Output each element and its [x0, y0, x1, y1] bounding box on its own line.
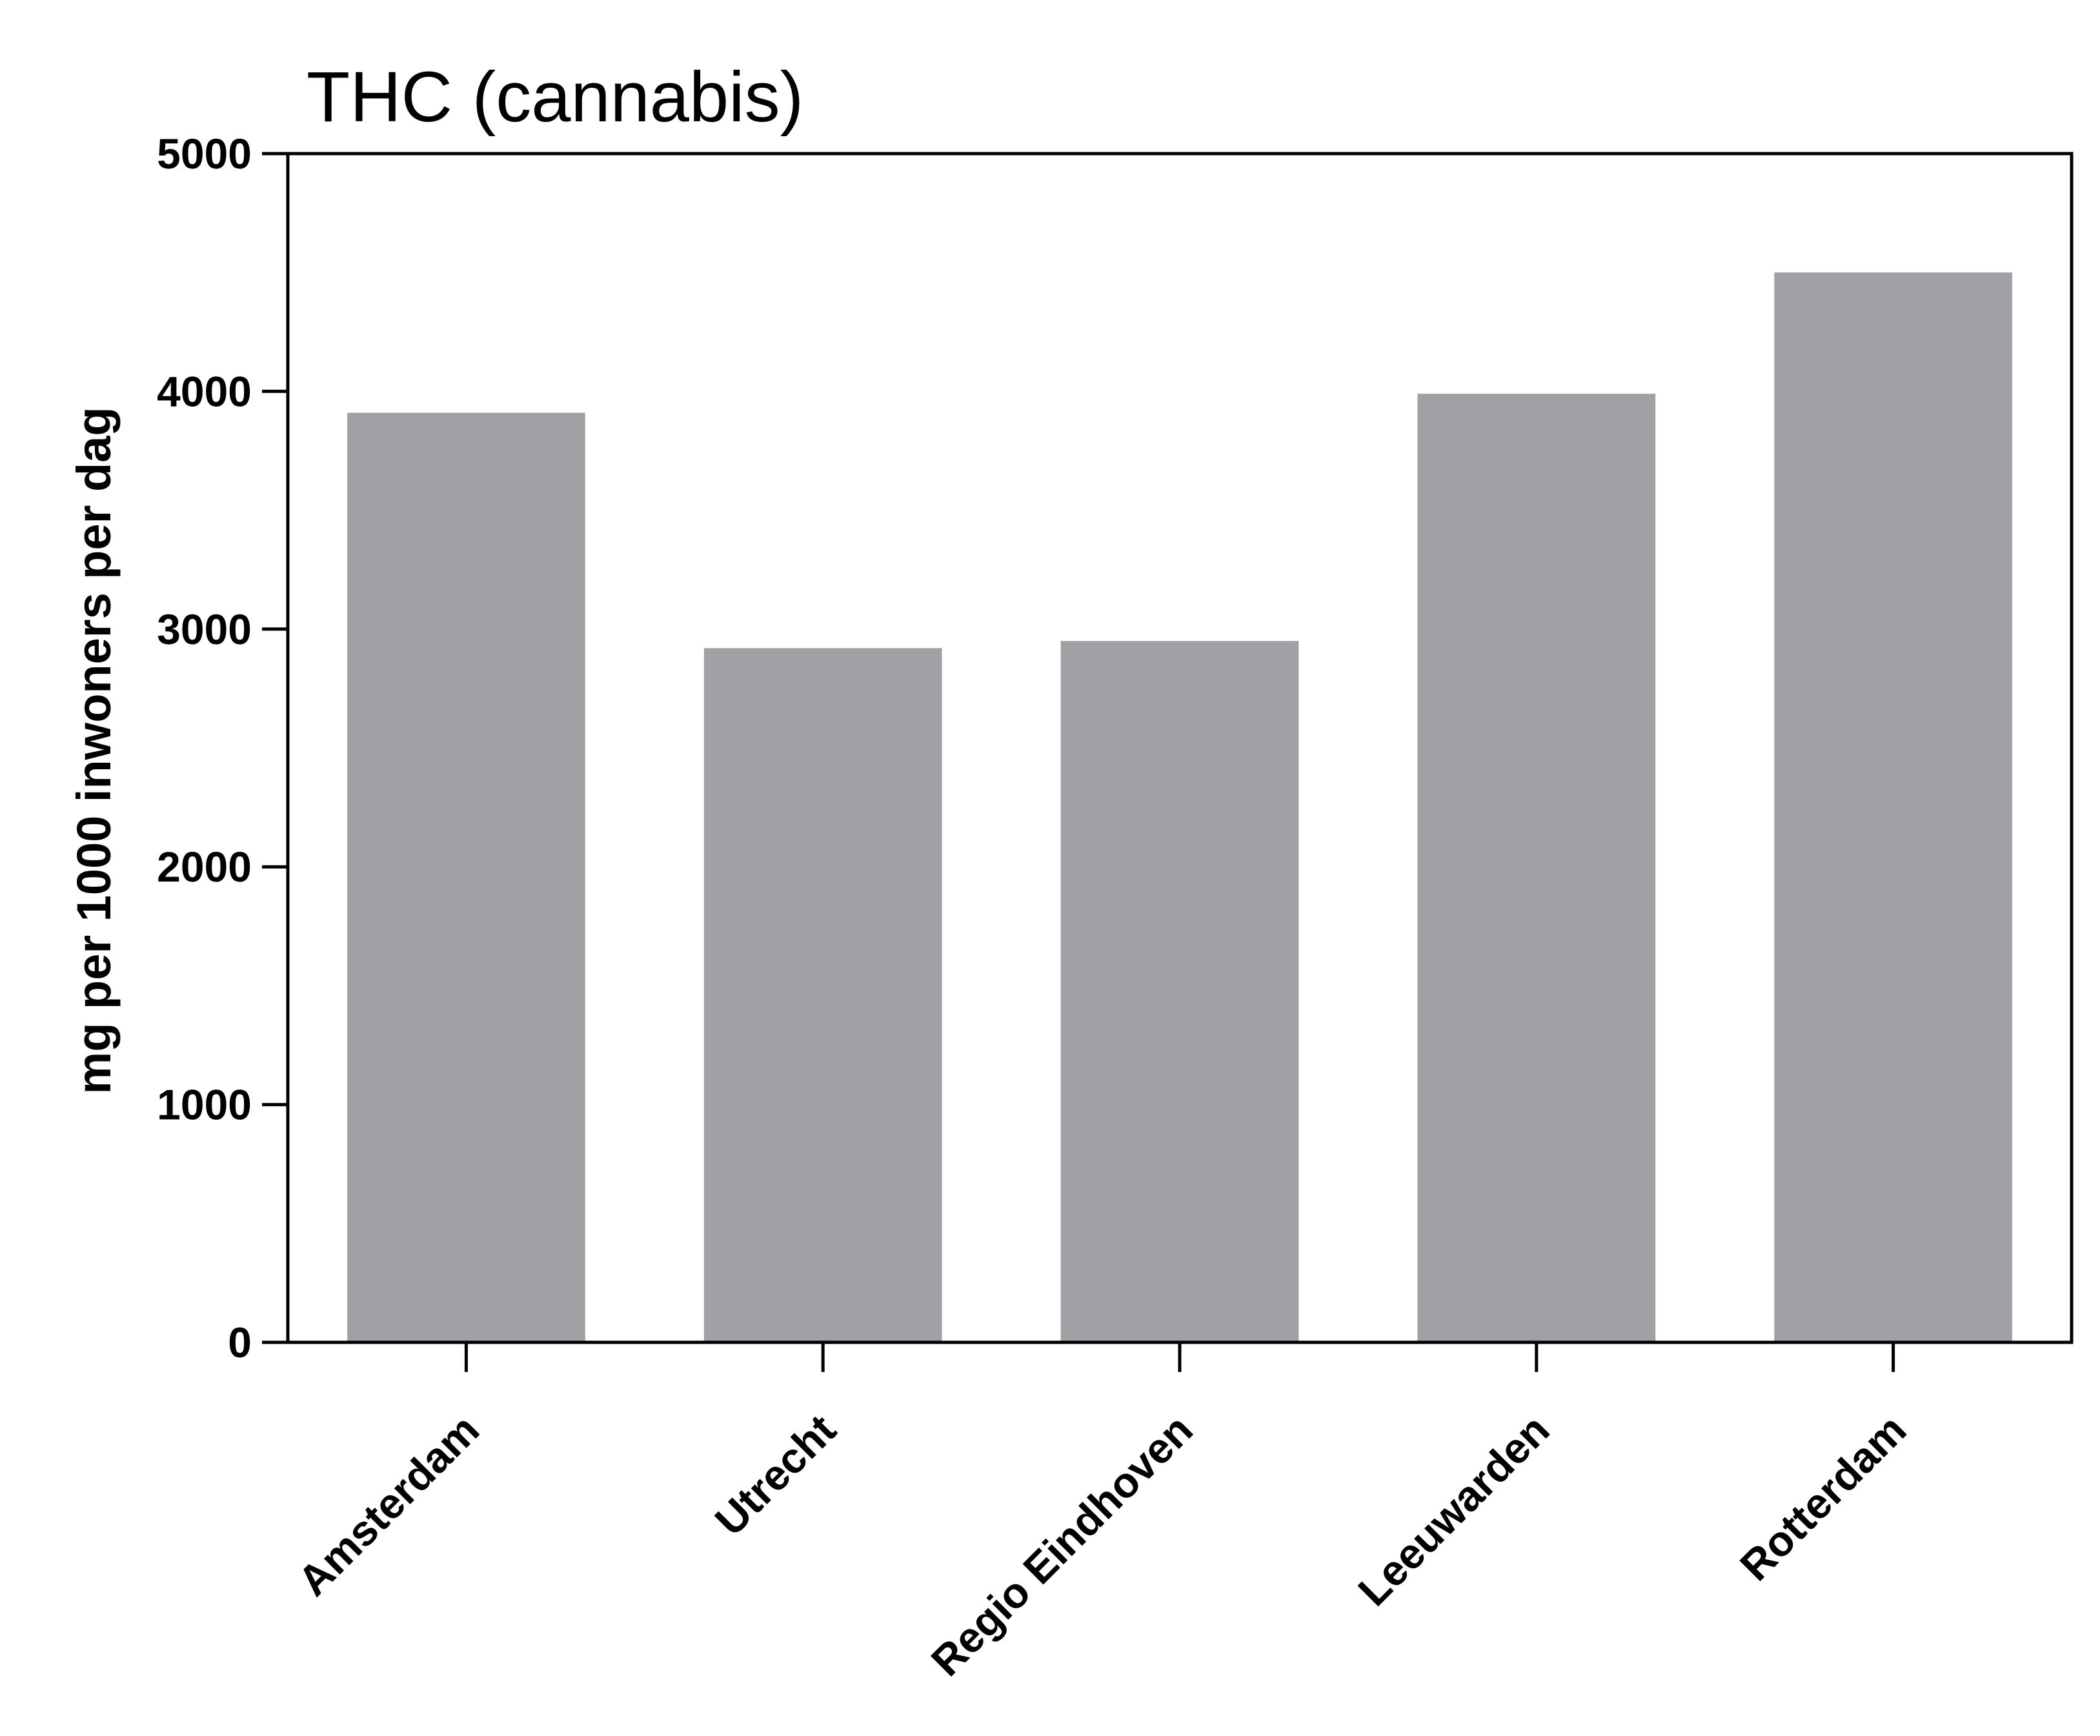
bar-regio-eindhoven [1060, 641, 1299, 1342]
y-tick-label: 2000 [157, 843, 252, 891]
y-tick-label: 5000 [157, 130, 252, 177]
y-tick-label: 3000 [157, 605, 252, 653]
chart-title: THC (cannabis) [307, 57, 803, 137]
y-tick-label: 4000 [157, 367, 252, 415]
x-tick-label: Rotterdam [1731, 1406, 1915, 1590]
y-ticks: 0 1000 2000 3000 4000 5000 [157, 130, 288, 1366]
x-ticks: Amsterdam Utrecht Regio Eindhoven Leeuwarde… [288, 1342, 1915, 1685]
bar-rotterdam [1774, 272, 2012, 1343]
y-tick-label: 0 [228, 1318, 252, 1366]
x-tick-label: Leeuwarden [1349, 1406, 1559, 1615]
x-tick-label: Amsterdam [288, 1406, 488, 1605]
x-tick-label: Utrecht [705, 1406, 845, 1545]
y-axis-title: mg per 1000 inwoners per dag [67, 407, 121, 1094]
bar-amsterdam [347, 412, 585, 1342]
y-tick-label: 1000 [157, 1081, 252, 1129]
x-tick-label: Regio Eindhoven [922, 1406, 1201, 1685]
bar-group [347, 272, 2012, 1343]
bar-leeuwarden [1417, 394, 1656, 1342]
bar-utrecht [703, 648, 942, 1342]
